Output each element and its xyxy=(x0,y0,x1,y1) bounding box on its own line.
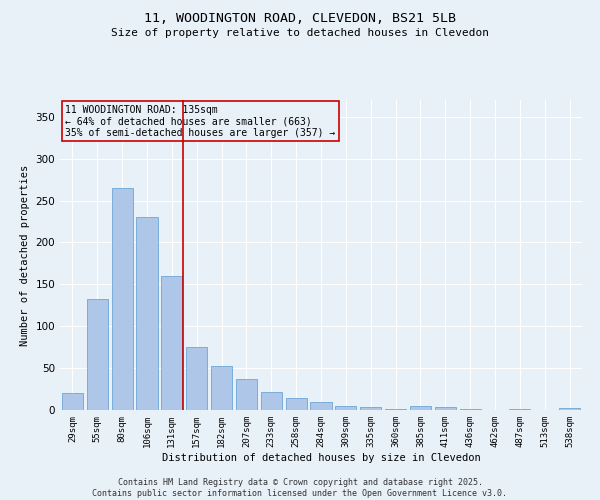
Text: 11, WOODINGTON ROAD, CLEVEDON, BS21 5LB: 11, WOODINGTON ROAD, CLEVEDON, BS21 5LB xyxy=(144,12,456,26)
Text: Size of property relative to detached houses in Clevedon: Size of property relative to detached ho… xyxy=(111,28,489,38)
Bar xyxy=(87,298,108,410)
Bar xyxy=(62,393,83,410)
Bar xyxy=(261,392,282,410)
Text: 11 WOODINGTON ROAD: 135sqm
← 64% of detached houses are smaller (663)
35% of sem: 11 WOODINGTON ROAD: 135sqm ← 64% of deta… xyxy=(65,104,335,138)
Bar xyxy=(286,398,307,410)
Bar xyxy=(335,406,356,410)
Y-axis label: Number of detached properties: Number of detached properties xyxy=(20,164,30,346)
Bar xyxy=(112,188,133,410)
Bar xyxy=(410,406,431,410)
Bar xyxy=(136,218,158,410)
Bar xyxy=(211,366,232,410)
Bar xyxy=(360,406,381,410)
Bar xyxy=(435,408,456,410)
Bar xyxy=(460,409,481,410)
Bar xyxy=(310,402,332,410)
Bar xyxy=(236,379,257,410)
Bar xyxy=(559,408,580,410)
Bar xyxy=(509,409,530,410)
X-axis label: Distribution of detached houses by size in Clevedon: Distribution of detached houses by size … xyxy=(161,452,481,462)
Bar xyxy=(385,409,406,410)
Bar xyxy=(161,276,182,410)
Text: Contains HM Land Registry data © Crown copyright and database right 2025.
Contai: Contains HM Land Registry data © Crown c… xyxy=(92,478,508,498)
Bar xyxy=(186,347,207,410)
